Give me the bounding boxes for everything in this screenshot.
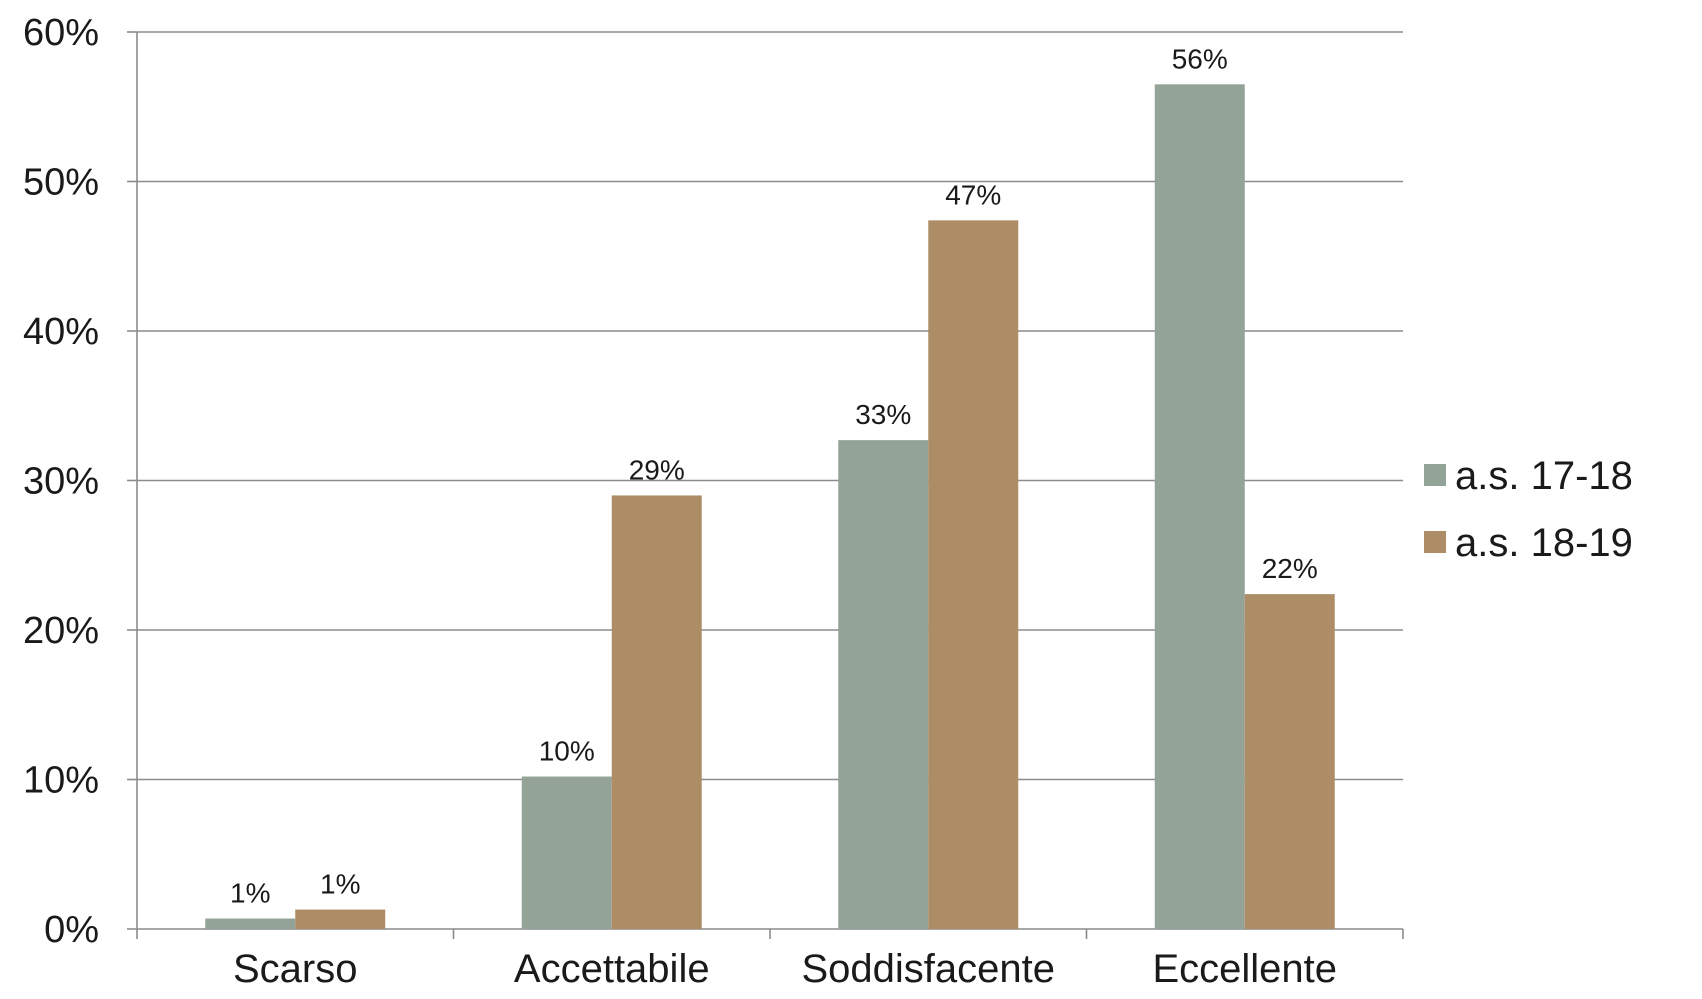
bar: [928, 220, 1019, 929]
y-tick-label: 0%: [44, 909, 99, 951]
y-tick-label: 40%: [23, 311, 99, 353]
data-label: 56%: [1172, 43, 1228, 74]
y-tick-label: 30%: [23, 461, 99, 503]
legend: a.s. 17-18 a.s. 18-19: [1424, 454, 1633, 565]
y-tick-label: 20%: [23, 610, 99, 652]
data-labels: 1% 1% 10% 29% 33% 47% 56% 22%: [230, 43, 1318, 908]
y-tick-label: 60%: [23, 12, 99, 54]
x-category-label: Soddisfacente: [801, 947, 1055, 991]
bar: [838, 440, 929, 929]
bar: [611, 495, 702, 929]
data-label: 29%: [629, 454, 685, 485]
legend-label: a.s. 17-18: [1455, 454, 1633, 498]
legend-swatch: [1424, 531, 1446, 553]
x-category-label: Scarso: [233, 947, 358, 991]
data-label: 47%: [945, 179, 1001, 210]
legend-label: a.s. 18-19: [1455, 521, 1633, 565]
y-tick-label: 50%: [23, 162, 99, 204]
legend-swatch: [1424, 464, 1446, 486]
bar: [205, 918, 296, 929]
data-label: 1%: [230, 878, 270, 909]
y-tick-label: 10%: [23, 760, 99, 802]
bar: [521, 776, 612, 929]
data-label: 22%: [1262, 553, 1318, 584]
data-label: 1%: [320, 869, 360, 900]
bar: [295, 909, 386, 929]
x-category-label: Accettabile: [514, 947, 710, 991]
axes: 0% 10% 20% 30% 40% 50% 60% Scarso Accettabile Sod…: [23, 12, 1404, 991]
bars: [205, 84, 1335, 929]
data-label: 10%: [539, 736, 595, 767]
bar: [1154, 84, 1245, 929]
data-label: 33%: [855, 399, 911, 430]
bar: [1244, 594, 1335, 929]
x-category-label: Eccellente: [1152, 947, 1337, 991]
